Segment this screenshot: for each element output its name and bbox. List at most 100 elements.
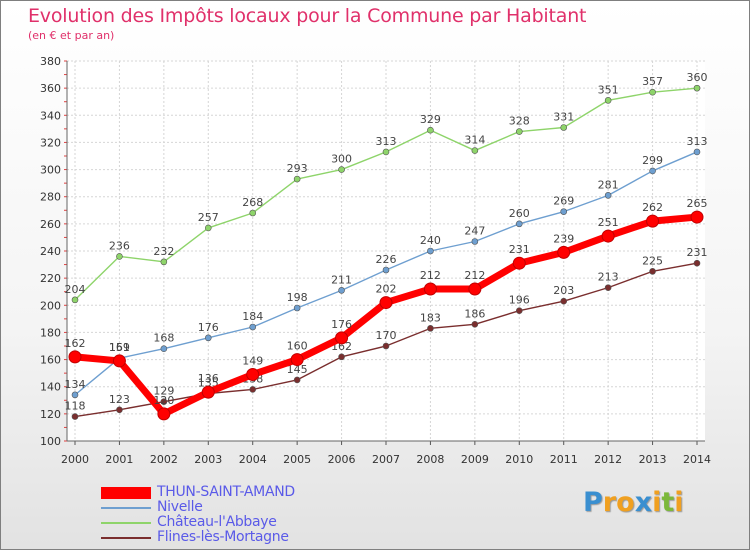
legend-swatch (101, 487, 151, 499)
logo-letter: t (661, 487, 675, 518)
data-label-thun-saint-amand: 202 (376, 283, 397, 296)
data-point-thun-saint-amand (112, 354, 126, 368)
data-point-thun-saint-amand (246, 368, 260, 381)
data-point-nivelle (515, 220, 523, 228)
data-point-flines-l-s-mortagne (560, 297, 568, 305)
data-label-nivelle: 211 (331, 273, 352, 286)
data-label-nivelle: 313 (687, 135, 708, 148)
x-tick-label: 2011 (550, 453, 578, 466)
data-point-thun-saint-amand (690, 210, 704, 224)
data-label-ch-teau-l-abbaye: 357 (642, 75, 663, 88)
x-tick-label: 2004 (239, 453, 267, 466)
data-point-flines-l-s-mortagne (515, 307, 523, 315)
data-label-flines-l-s-mortagne: 135 (198, 377, 219, 390)
data-point-ch-teau-l-abbaye (116, 253, 123, 260)
logo-letter: i (652, 487, 662, 518)
data-point-flines-l-s-mortagne (338, 353, 345, 361)
data-label-thun-saint-amand: 239 (553, 232, 574, 245)
data-point-thun-saint-amand (512, 256, 526, 270)
data-point-thun-saint-amand (335, 331, 349, 345)
data-point-thun-saint-amand (68, 350, 82, 364)
data-label-thun-saint-amand: 162 (65, 337, 86, 350)
data-point-nivelle (160, 345, 168, 353)
data-point-nivelle (560, 208, 568, 215)
data-point-flines-l-s-mortagne (116, 406, 123, 414)
data-label-thun-saint-amand: 212 (464, 269, 485, 282)
data-label-nivelle: 184 (242, 310, 263, 323)
y-tick-label: 140 (40, 381, 61, 394)
data-point-ch-teau-l-abbaye (338, 166, 345, 173)
data-point-nivelle (649, 167, 656, 175)
data-label-ch-teau-l-abbaye: 360 (687, 71, 708, 84)
x-tick-label: 2013 (639, 453, 667, 466)
legend-swatch (101, 537, 151, 539)
data-label-nivelle: 168 (153, 332, 174, 345)
data-label-ch-teau-l-abbaye: 300 (331, 153, 352, 166)
data-point-nivelle (471, 238, 479, 245)
data-label-flines-l-s-mortagne: 225 (642, 254, 663, 267)
data-label-ch-teau-l-abbaye: 268 (242, 196, 263, 209)
logo-letter: x (634, 487, 653, 518)
data-point-nivelle (204, 334, 212, 342)
data-label-thun-saint-amand: 176 (331, 318, 352, 331)
data-point-nivelle (338, 287, 345, 294)
data-point-flines-l-s-mortagne (427, 325, 434, 332)
x-tick-label: 2009 (461, 453, 489, 466)
y-tick-label: 340 (40, 109, 61, 122)
y-tick-label: 300 (40, 164, 61, 177)
legend-label: Château-l'Abbaye (157, 514, 277, 530)
data-point-ch-teau-l-abbaye (249, 209, 257, 217)
data-label-nivelle: 281 (598, 178, 619, 191)
data-label-flines-l-s-mortagne: 183 (420, 311, 441, 324)
x-tick-label: 2000 (61, 453, 89, 466)
y-tick-label: 220 (40, 272, 61, 285)
data-point-flines-l-s-mortagne (293, 376, 301, 384)
legend-label: THUN-SAINT-AMAND (157, 484, 295, 500)
x-tick-label: 2014 (683, 453, 711, 466)
x-tick-label: 2012 (594, 453, 622, 466)
data-label-nivelle: 134 (65, 378, 86, 391)
data-point-flines-l-s-mortagne (604, 284, 612, 291)
data-label-flines-l-s-mortagne: 129 (153, 385, 174, 398)
data-point-ch-teau-l-abbaye (382, 148, 390, 156)
data-label-nivelle: 161 (109, 341, 130, 354)
data-point-ch-teau-l-abbaye (293, 175, 301, 183)
data-point-flines-l-s-mortagne (160, 398, 168, 405)
data-label-thun-saint-amand: 159 (109, 341, 130, 354)
data-label-flines-l-s-mortagne: 186 (464, 307, 485, 320)
data-label-thun-saint-amand: 251 (598, 216, 619, 229)
x-tick-label: 2006 (328, 453, 356, 466)
data-label-ch-teau-l-abbaye: 313 (376, 135, 397, 148)
x-tick-label: 2008 (416, 453, 444, 466)
data-point-nivelle (382, 266, 390, 274)
legend-label: Flines-lès-Mortagne (157, 529, 289, 545)
chart-subtitle: (en € et par an) (28, 29, 115, 42)
y-tick-label: 120 (40, 408, 61, 421)
y-tick-label: 180 (40, 326, 61, 339)
data-point-thun-saint-amand (646, 214, 660, 228)
data-point-nivelle (71, 391, 79, 399)
data-label-ch-teau-l-abbaye: 204 (65, 283, 86, 296)
y-tick-label: 160 (40, 354, 61, 367)
data-point-nivelle (293, 304, 301, 312)
data-point-thun-saint-amand (423, 282, 437, 296)
y-tick-label: 320 (40, 136, 61, 149)
x-tick-label: 2001 (105, 453, 133, 466)
data-point-ch-teau-l-abbaye (515, 128, 523, 135)
y-tick-label: 240 (40, 245, 61, 258)
chart-title: Evolution des Impôts locaux pour la Comm… (28, 5, 587, 27)
x-tick-label: 2010 (505, 453, 533, 466)
data-label-thun-saint-amand: 136 (198, 372, 219, 385)
data-label-ch-teau-l-abbaye: 257 (198, 211, 219, 224)
data-point-flines-l-s-mortagne (471, 320, 479, 328)
data-point-flines-l-s-mortagne (71, 413, 79, 420)
data-label-nivelle: 260 (509, 207, 530, 220)
data-label-ch-teau-l-abbaye: 328 (509, 115, 530, 128)
data-point-flines-l-s-mortagne (649, 268, 656, 275)
data-label-nivelle: 226 (376, 253, 397, 266)
logo-letter: r (602, 487, 617, 518)
data-point-thun-saint-amand (557, 245, 571, 259)
legend-swatch (101, 522, 151, 524)
